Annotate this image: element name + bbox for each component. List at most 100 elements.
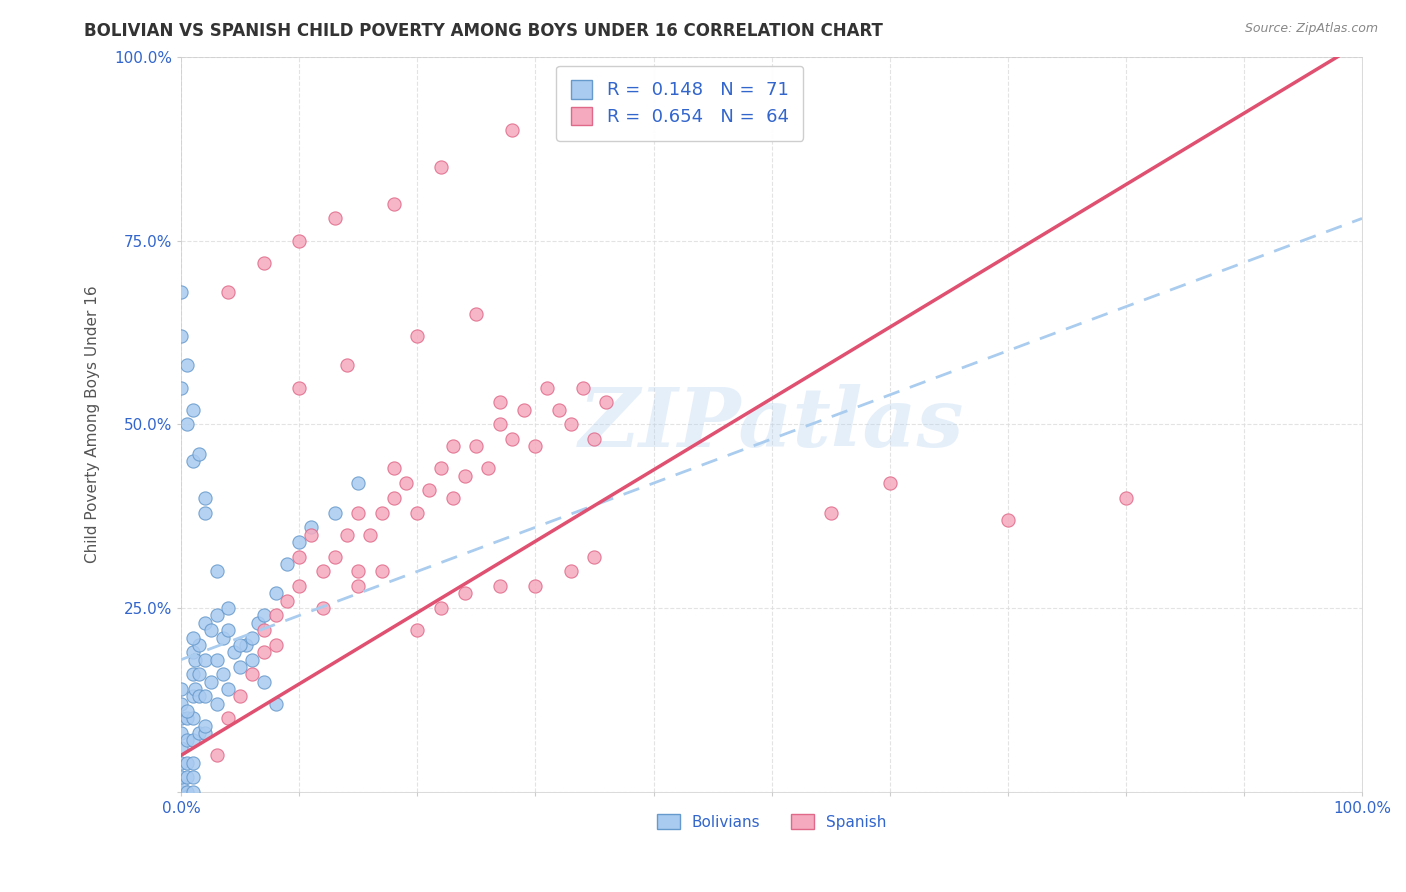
Point [170,711,193,725]
Point [217,285,239,299]
Point [235,638,257,652]
Point [453,586,475,600]
Point [187,726,209,740]
Point [253,255,276,269]
Point [184,652,207,666]
Point [194,690,217,704]
Point [181,690,204,704]
Text: ZIPatlas: ZIPatlas [579,384,965,465]
Point [477,461,499,475]
Point [524,439,547,453]
Point [489,579,512,593]
Point [194,615,217,630]
Point [176,733,198,747]
Point [170,756,193,770]
Point [170,697,193,711]
Point [253,624,276,638]
Point [879,476,901,491]
Point [194,491,217,505]
Point [560,417,582,432]
Legend: Bolivians, Spanish: Bolivians, Spanish [651,807,893,836]
Point [181,454,204,468]
Point [194,652,217,666]
Point [323,211,346,226]
Point [288,579,311,593]
Point [406,624,429,638]
Point [224,645,246,659]
Point [253,645,276,659]
Point [583,432,606,446]
Point [394,476,416,491]
Point [211,667,233,681]
Point [217,681,239,696]
Point [170,778,193,792]
Point [181,631,204,645]
Point [176,417,198,432]
Point [382,461,405,475]
Point [347,506,370,520]
Point [229,638,252,652]
Point [176,359,198,373]
Point [240,667,263,681]
Point [205,748,228,763]
Point [187,667,209,681]
Point [524,579,547,593]
Point [430,461,453,475]
Point [176,785,198,799]
Point [312,601,335,615]
Point [418,483,440,498]
Point [170,740,193,755]
Point [323,549,346,564]
Point [820,506,842,520]
Point [264,586,287,600]
Point [595,395,617,409]
Point [382,196,405,211]
Point [276,594,298,608]
Point [240,631,263,645]
Point [288,234,311,248]
Point [194,719,217,733]
Point [347,476,370,491]
Point [229,660,252,674]
Point [501,123,523,137]
Point [253,608,276,623]
Point [176,704,198,718]
Point [997,513,1019,527]
Point [211,631,233,645]
Point [181,402,204,417]
Point [170,329,193,343]
Point [217,624,239,638]
Point [382,491,405,505]
Point [246,615,269,630]
Point [170,285,193,299]
Point [299,520,322,534]
Y-axis label: Child Poverty Among Boys Under 16: Child Poverty Among Boys Under 16 [86,285,100,563]
Point [194,726,217,740]
Point [170,380,193,394]
Point [347,565,370,579]
Point [430,160,453,174]
Point [184,681,207,696]
Point [441,439,464,453]
Text: Source: ZipAtlas.com: Source: ZipAtlas.com [1244,22,1378,36]
Point [371,565,394,579]
Point [205,608,228,623]
Point [187,638,209,652]
Text: BOLIVIAN VS SPANISH CHILD POVERTY AMONG BOYS UNDER 16 CORRELATION CHART: BOLIVIAN VS SPANISH CHILD POVERTY AMONG … [84,22,883,40]
Point [430,601,453,615]
Point [371,506,394,520]
Point [465,439,488,453]
Point [200,674,222,689]
Point [181,667,204,681]
Point [548,402,571,417]
Point [359,527,381,541]
Point [217,601,239,615]
Point [1115,491,1137,505]
Point [489,417,512,432]
Point [253,674,276,689]
Point [181,770,204,784]
Point [489,395,512,409]
Point [181,645,204,659]
Point [264,638,287,652]
Point [194,506,217,520]
